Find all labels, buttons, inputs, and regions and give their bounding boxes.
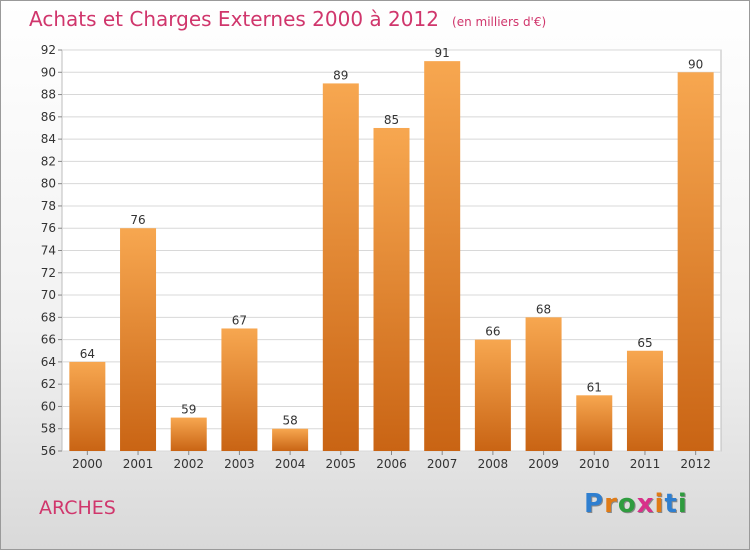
x-tick-label: 2011 [630, 457, 661, 471]
x-tick-label: 2006 [376, 457, 407, 471]
x-tick-label: 2008 [478, 457, 509, 471]
x-tick-label: 2007 [427, 457, 458, 471]
y-tick-label: 84 [41, 132, 56, 146]
place-name: ARCHES [39, 497, 116, 519]
x-tick-label: 2012 [680, 457, 711, 471]
bar [373, 127, 410, 451]
y-tick-label: 70 [41, 288, 56, 302]
y-tick-label: 92 [41, 43, 56, 57]
bar [322, 83, 359, 452]
x-tick-label: 2002 [173, 457, 204, 471]
bar [170, 417, 207, 451]
logo-letter: r [604, 489, 618, 519]
x-tick-label: 2003 [224, 457, 255, 471]
value-label: 90 [688, 57, 703, 71]
x-tick-label: 2005 [326, 457, 357, 471]
label-layer: 64 76 59 67 58 89 85 91 66 68 61 65 90 [80, 46, 704, 428]
value-label: 67 [232, 313, 247, 327]
bar [626, 350, 663, 451]
bar [272, 428, 309, 451]
y-tick-label: 80 [41, 177, 56, 191]
bar-layer [69, 61, 714, 452]
y-tick-label: 58 [41, 422, 56, 436]
y-tick-label: 76 [41, 221, 56, 235]
value-label: 58 [282, 414, 297, 428]
logo-letter: o [617, 489, 637, 519]
value-label: 85 [384, 113, 399, 127]
y-tick-label: 60 [41, 399, 56, 413]
y-tick-label: 56 [41, 444, 56, 458]
bar [677, 72, 714, 452]
value-label: 89 [333, 68, 348, 82]
bar [221, 328, 258, 451]
x-tick-label: 2000 [72, 457, 103, 471]
value-label: 61 [587, 380, 602, 394]
y-tick-label: 88 [41, 88, 56, 102]
value-label: 91 [435, 46, 450, 60]
chart-subtitle: (en milliers d'€) [452, 15, 547, 29]
logo-letter: i [677, 489, 688, 519]
y-tick-label: 90 [41, 65, 56, 79]
logo-letter: x [636, 489, 655, 519]
bar [576, 395, 613, 451]
logo-letter: i [654, 489, 665, 519]
value-label: 76 [130, 213, 145, 227]
bar [69, 361, 106, 451]
y-tick-label: 82 [41, 154, 56, 168]
value-label: 65 [637, 336, 652, 350]
x-tick-label: 2001 [123, 457, 154, 471]
y-tick-label: 66 [41, 333, 56, 347]
value-label: 59 [181, 403, 196, 417]
x-tick-label: 2004 [275, 457, 306, 471]
tick-layer: 56 58 60 62 64 66 68 70 72 74 76 78 80 82 84 86 88 90 92 20… [41, 43, 711, 471]
y-tick-label: 74 [41, 244, 56, 258]
logo-letter: P [584, 489, 605, 519]
bar [474, 339, 511, 451]
y-tick-label: 86 [41, 110, 56, 124]
y-tick-label: 72 [41, 266, 56, 280]
x-tick-label: 2010 [579, 457, 610, 471]
title-row: Achats et Charges Externes 2000 à 2012 (… [29, 7, 546, 31]
value-label: 66 [485, 325, 500, 339]
x-tick-label: 2009 [528, 457, 559, 471]
value-label: 68 [536, 302, 551, 316]
logo-letter: t [664, 489, 678, 519]
bar [120, 228, 157, 451]
y-tick-label: 68 [41, 310, 56, 324]
y-tick-label: 78 [41, 199, 56, 213]
y-tick-label: 64 [41, 355, 56, 369]
bar [424, 61, 461, 452]
value-label: 64 [80, 347, 95, 361]
proxiti-logo: Proxiti [584, 489, 688, 519]
chart-title: Achats et Charges Externes 2000 à 2012 [29, 7, 439, 31]
bar [525, 317, 562, 451]
y-tick-label: 62 [41, 377, 56, 391]
